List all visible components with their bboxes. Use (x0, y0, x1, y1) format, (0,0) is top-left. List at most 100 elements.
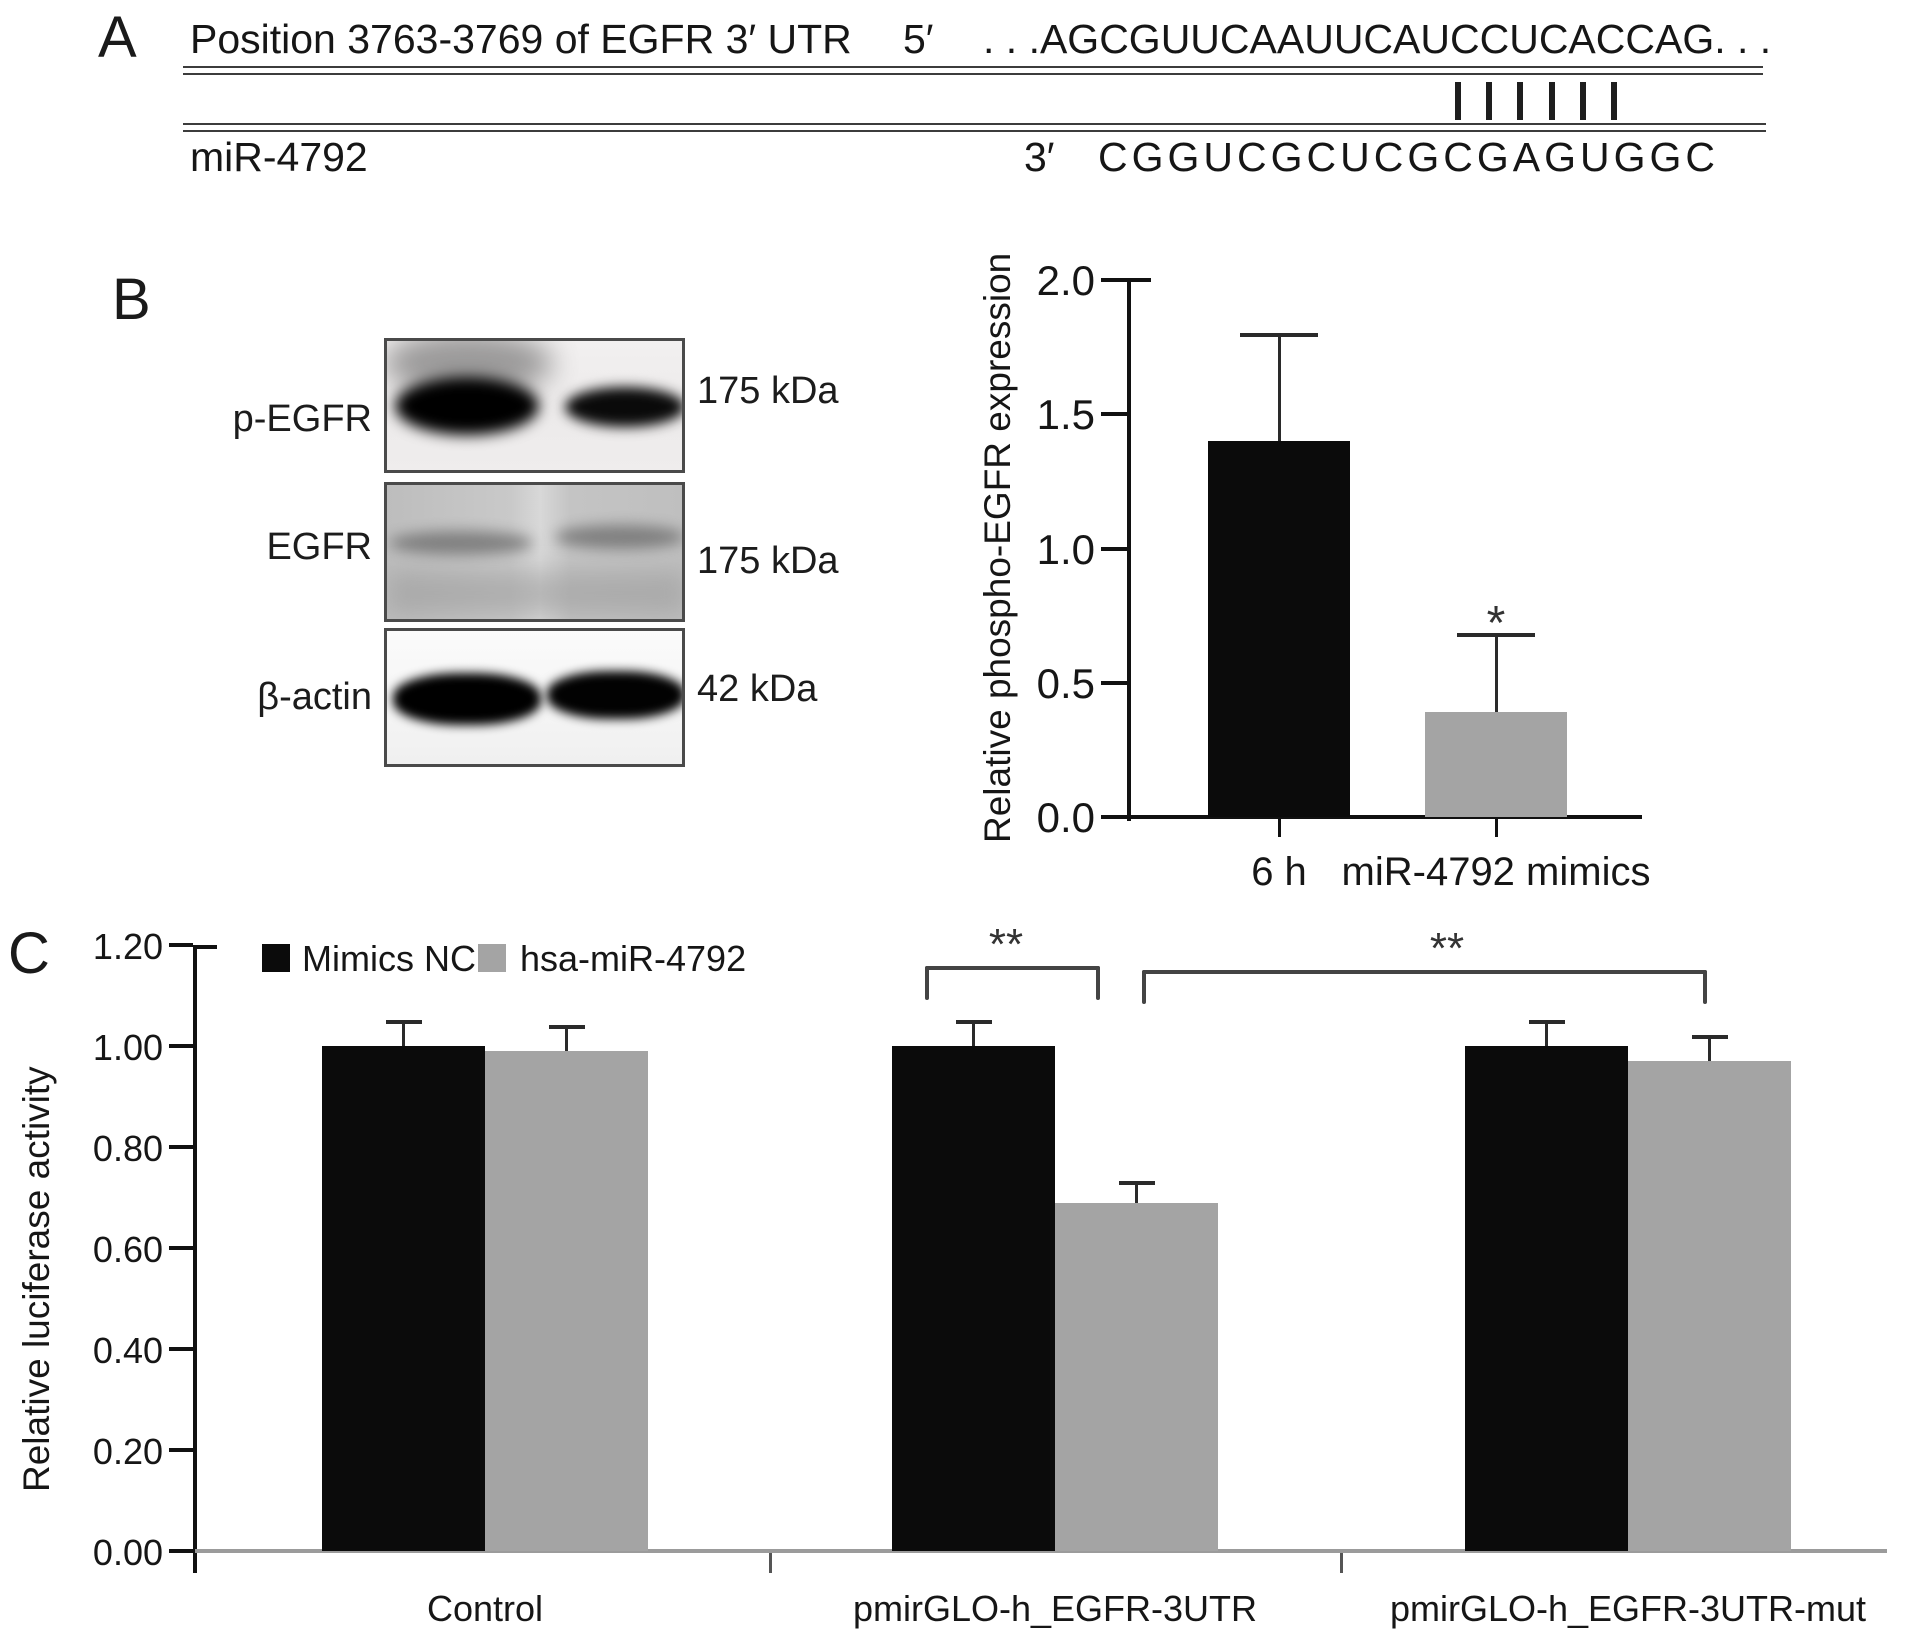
chart-c-x-separator-tick (768, 1553, 772, 1573)
chart-c-axis-cap (197, 945, 217, 949)
blot-band-lane2 (547, 671, 682, 719)
chart-b-axis-cap (1131, 278, 1151, 282)
blot-band-lane2 (565, 387, 682, 427)
chart-b-x-label: 6 h (1251, 850, 1307, 894)
chart-c-bar (485, 1051, 648, 1551)
chart-c-bar (1055, 1202, 1218, 1551)
base-pair-bar (1611, 82, 1617, 120)
chart-c-y-tick (169, 1347, 193, 1351)
legend-label-mimics-nc: Mimics NC (302, 938, 476, 979)
chart-b-y-tick (1101, 278, 1127, 282)
base-pair-bar (1486, 82, 1493, 120)
chart-c-y-tick (169, 1549, 193, 1553)
base-pair-bar (1517, 82, 1524, 120)
mirna-label: miR-4792 (190, 134, 368, 180)
chart-c-y-tick-label: 0.40 (92, 1330, 163, 1371)
blot-row-label-beta-actin: β-actin (257, 676, 372, 718)
chart-b-x-label: miR-4792 mimics (1341, 850, 1651, 894)
blot-band-lane2 (555, 525, 682, 549)
chart-c-y-tick-label: 0.80 (92, 1128, 163, 1169)
blot-image-beta-actin (384, 628, 685, 767)
chart-c-error-cap (1691, 1034, 1728, 1039)
chart-c-y-tick (169, 1448, 193, 1452)
chart-b-bar (1425, 712, 1567, 817)
significance-stars: ** (1429, 924, 1465, 973)
chart-b-error-cap (1457, 633, 1535, 638)
chart-c-y-tick (169, 1246, 193, 1250)
blot-band-lane1 (395, 377, 539, 435)
chart-b-y-tick-label: 0.5 (1036, 659, 1095, 707)
chart-b-bar (1208, 441, 1350, 817)
chart-b-y-tick-label: 2.0 (1036, 257, 1095, 304)
legend-swatch-hsa-mir-4792 (478, 944, 506, 972)
chart-c-error-cap (1118, 1181, 1155, 1186)
five-prime-label: 5′ (903, 16, 934, 62)
target-position-label: Position 3763-3769 of EGFR 3′ UTR (190, 16, 852, 62)
base-pair-bar (1548, 82, 1555, 120)
chart-b-x-tick (1277, 819, 1281, 837)
chart-c-y-tick-label: 0.00 (92, 1532, 163, 1573)
chart-c-error-line (565, 1025, 568, 1052)
chart-b-y-tick (1101, 412, 1127, 417)
chart-b-y-axis (1127, 278, 1131, 821)
blot-row-label-egfr: EGFR (266, 526, 372, 568)
chart-c-x-label: pmirGLO-h_EGFR-3UTR (852, 1588, 1258, 1629)
chart-b-y-tick (1101, 546, 1127, 551)
chart-c-y-tick-label: 0.60 (92, 1229, 163, 1270)
chart-b-y-tick (1101, 680, 1127, 685)
chart-b-y-tick-label: 1.0 (1036, 525, 1095, 573)
significance-bracket-drop (1703, 970, 1707, 1004)
blot-band-lane1 (393, 673, 541, 725)
chart-b-x-axis (1127, 815, 1642, 819)
target-sequence: . . .AGCGUUCAAUUCAUCCUCACCAG. . . (983, 16, 1772, 62)
chart-b-error-line (1494, 634, 1498, 713)
chart-c-bar (1628, 1061, 1791, 1551)
chart-c-error-line (1545, 1020, 1548, 1046)
chart-c-y-tick-label: 1.20 (92, 926, 163, 967)
significance-bracket-drop (1142, 970, 1146, 1004)
chart-c-y-tick (169, 1145, 193, 1149)
chart-c-error-cap (548, 1024, 585, 1029)
legend-label-hsa-mir-4792: hsa-miR-4792 (520, 938, 747, 979)
alignment-line-top (183, 66, 1763, 75)
blot-size-label-1: 175 kDa (697, 540, 839, 582)
panel-c-letter: C (8, 921, 50, 986)
chart-b-x-tick (1494, 819, 1498, 837)
chart-c-bar (1465, 1046, 1628, 1551)
chart-c-error-cap (955, 1019, 992, 1024)
chart-c-x-label: Control (426, 1588, 544, 1629)
blot-band-smear (387, 571, 682, 615)
base-pair-bar (1455, 82, 1461, 120)
alignment-line-bottom (183, 123, 1766, 132)
chart-c-x-axis (195, 1549, 1887, 1553)
chart-b-significance-star: * (1486, 597, 1506, 650)
legend-swatch-mimics-nc (262, 944, 290, 972)
chart-c-y-axis (193, 945, 197, 1573)
chart-c-y-tick (169, 943, 193, 947)
three-prime-label: 3′ (1024, 134, 1055, 180)
blot-row-label-p-egfr: p-EGFR (232, 398, 372, 440)
chart-b-y-tick (1101, 815, 1127, 819)
chart-c-error-cap (385, 1019, 422, 1024)
blot-size-label-0: 175 kDa (697, 370, 839, 412)
base-pair-bar (1579, 82, 1586, 120)
chart-c-error-line (1708, 1035, 1711, 1062)
blot-size-label-2: 42 kDa (697, 668, 818, 710)
significance-bracket-bar (925, 966, 1100, 970)
chart-c-y-tick (169, 1044, 193, 1048)
chart-c-x-separator-tick (1339, 1553, 1343, 1573)
chart-c-y-tick-label: 0.20 (92, 1431, 163, 1472)
significance-bracket-drop (1096, 966, 1100, 1000)
panel-a-letter: A (98, 5, 137, 70)
chart-c-error-line (972, 1020, 975, 1046)
chart-c-y-tick-label: 1.00 (92, 1027, 163, 1068)
mirna-sequence: CGGUCGCUCGCGAGUGGC (1098, 134, 1719, 180)
chart-b-error-line (1277, 333, 1281, 442)
chart-c-error-line (402, 1020, 405, 1046)
chart-b-error-cap (1240, 332, 1318, 337)
chart-c-error-line (1135, 1182, 1138, 1203)
blot-image-egfr (384, 482, 685, 622)
chart-c-x-label: pmirGLO-h_EGFR-3UTR-mut (1389, 1588, 1867, 1629)
significance-bracket-bar (1142, 970, 1707, 974)
